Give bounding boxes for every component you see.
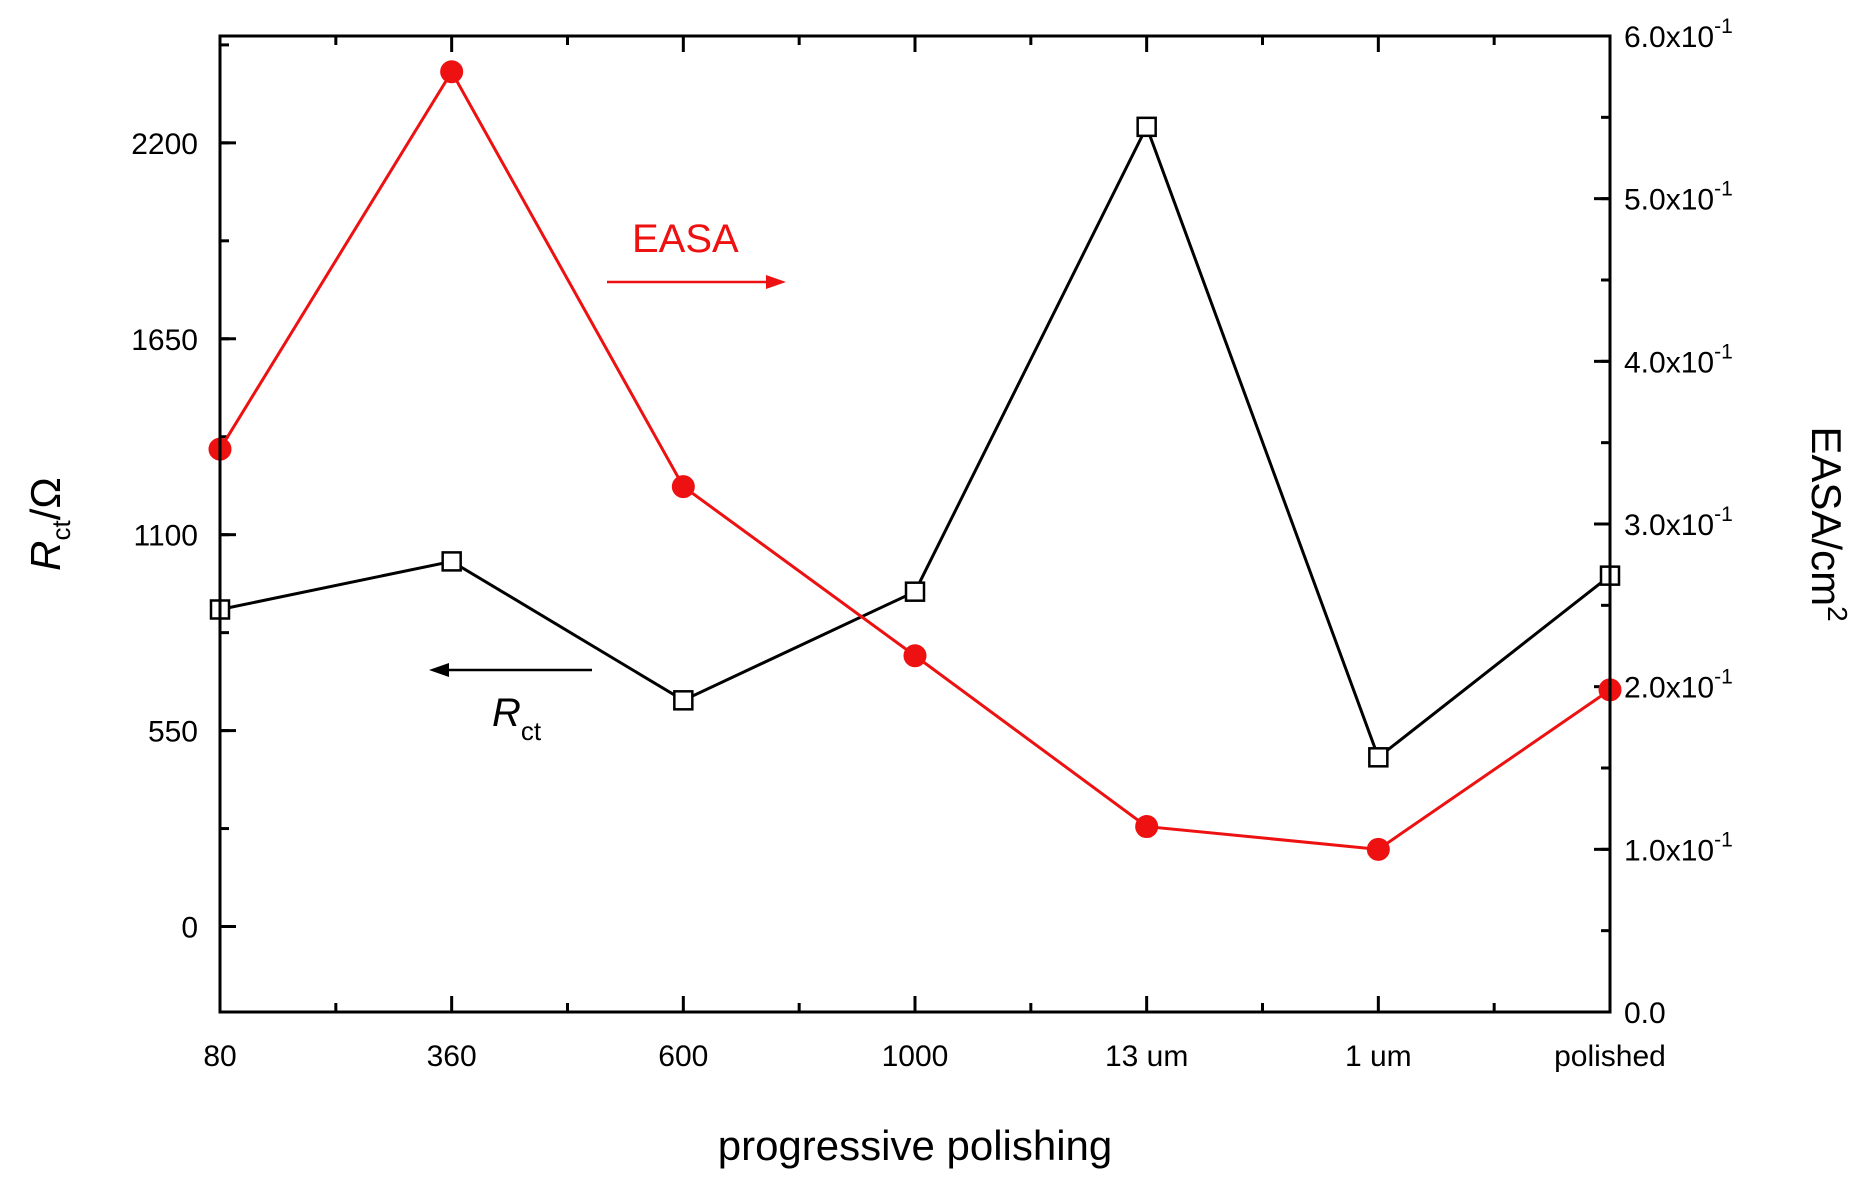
y-right-tick-label: 4.0x10-1 bbox=[1624, 340, 1733, 379]
y-left-tick-label: 2200 bbox=[131, 128, 198, 161]
x-tick-label: 80 bbox=[203, 1040, 236, 1073]
y-right-tick-label: 3.0x10-1 bbox=[1624, 503, 1733, 542]
x-axis-title: progressive polishing bbox=[718, 1122, 1113, 1169]
rct-point bbox=[904, 581, 926, 602]
easa-point bbox=[1135, 815, 1159, 839]
rct-arrow-head bbox=[429, 663, 449, 677]
x-tick-label: polished bbox=[1554, 1040, 1666, 1073]
labels-layer: 80 360 600 1000 13 um 1 um polished 0 550 1100 165… bbox=[22, 15, 1853, 1169]
rct-point bbox=[673, 690, 694, 711]
series-layer bbox=[208, 60, 1622, 861]
easa-point bbox=[440, 60, 464, 84]
y-right-tick-label: 1.0x10-1 bbox=[1624, 828, 1733, 867]
y-right-axis-title: EASA/cm2 bbox=[1803, 426, 1853, 621]
y-left-axis-title: Rct/Ω bbox=[22, 477, 76, 571]
x-tick-label: 13 um bbox=[1105, 1040, 1188, 1073]
easa-point bbox=[671, 475, 695, 499]
y-left-tick-label: 1100 bbox=[133, 520, 198, 553]
plot-frame bbox=[218, 34, 1612, 1014]
rct-point bbox=[1136, 116, 1157, 138]
x-tick-label: 1000 bbox=[882, 1040, 949, 1073]
series-line-easa bbox=[218, 68, 1611, 851]
y-left-tick-label: 550 bbox=[148, 716, 198, 749]
x-tick-label: 600 bbox=[658, 1040, 708, 1073]
y-right-tick-label: 5.0x10-1 bbox=[1624, 178, 1733, 217]
y-right-tick-label: 2.0x10-1 bbox=[1624, 666, 1733, 705]
easa-arrow-head bbox=[766, 275, 786, 289]
rct-point bbox=[441, 551, 462, 572]
y-right-tick-label: 6.0x10-1 bbox=[1624, 15, 1733, 54]
rct-point bbox=[1368, 747, 1389, 768]
x-tick-label: 1 um bbox=[1345, 1040, 1412, 1073]
annotations-layer: EASA Rct bbox=[429, 217, 786, 746]
y-left-tick-label: 0 bbox=[181, 912, 198, 945]
easa-point bbox=[1366, 837, 1390, 861]
y-right-tick-label: 0.0 bbox=[1624, 997, 1666, 1030]
ticks-layer bbox=[218, 34, 1612, 1014]
x-tick-label: 360 bbox=[427, 1040, 477, 1073]
easa-annotation-label: EASA bbox=[632, 217, 739, 261]
y-left-tick-label: 1650 bbox=[131, 324, 198, 357]
easa-point bbox=[903, 644, 927, 668]
rct-annotation-label: Rct bbox=[492, 691, 542, 746]
